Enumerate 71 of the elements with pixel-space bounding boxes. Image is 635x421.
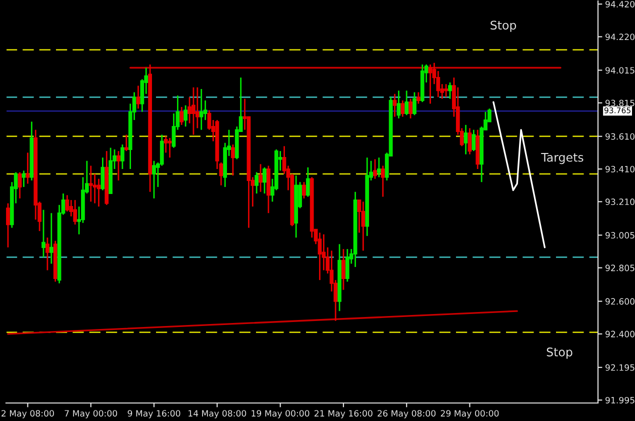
candlestick [258, 163, 262, 193]
y-tick-label: 93.210 [605, 198, 635, 206]
candlestick [188, 96, 192, 124]
annotation: Targets [541, 153, 584, 164]
candlestick [49, 212, 54, 264]
annotation: Stop [546, 348, 572, 359]
candlestick [199, 88, 204, 131]
y-tick-label: 91.995 [605, 396, 634, 404]
candlestick [164, 136, 168, 154]
candlestick [46, 236, 50, 271]
candlestick [373, 158, 377, 180]
candlestick [404, 90, 409, 116]
candlestick [184, 104, 188, 128]
candlestick [428, 64, 432, 104]
y-tick-label: 93.815 [605, 100, 634, 106]
x-tick-label: 7 May 00:00 [64, 410, 118, 418]
candlestick [180, 106, 184, 126]
candlestick [392, 93, 397, 118]
x-tick-label: 26 May 08:00 [378, 410, 436, 418]
candlestick [380, 165, 385, 198]
y-tick-label: 94.015 [605, 67, 634, 74]
candlestick [100, 156, 105, 191]
candlestick [416, 92, 420, 104]
candlestick [73, 199, 78, 226]
y-tick-label: 93.005 [605, 232, 634, 239]
x-tick-label: 21 May 16:00 [314, 410, 372, 418]
annotation: Stop [490, 20, 516, 32]
x-tick-label: 9 May 16:00 [128, 410, 180, 418]
candlestick [306, 166, 310, 198]
candlestick [412, 92, 416, 116]
candlestick [262, 166, 266, 194]
x-tick-label: 19 May 00:00 [252, 410, 310, 418]
candlestick [124, 134, 128, 152]
candlestick [318, 232, 322, 281]
candlestick [192, 86, 196, 136]
candlestick [345, 248, 350, 282]
candlestick [400, 100, 405, 118]
y-tick-label: 92.600 [605, 298, 635, 305]
candlestick [468, 127, 472, 156]
candlestick [120, 144, 124, 170]
candlestick [18, 172, 22, 200]
candlestick [377, 156, 381, 178]
candlestick [472, 129, 476, 152]
y-tick-label: 92.805 [605, 264, 634, 272]
candlestick [342, 248, 346, 291]
candlestick [302, 181, 306, 200]
candlestick [464, 124, 468, 156]
candlestick [361, 200, 366, 252]
candlestick [254, 172, 259, 194]
y-tick-label: 93.610 [605, 133, 635, 140]
y-tick-label: 94.220 [605, 34, 635, 40]
candlestick [448, 82, 452, 100]
candlestick [408, 98, 412, 120]
y-tick-label: 92.400 [605, 330, 635, 338]
candlestick [65, 194, 70, 212]
candlestick [152, 160, 156, 200]
y-tick-label: 92.195 [605, 364, 634, 371]
candlestick [444, 83, 448, 98]
candlestick [88, 165, 93, 202]
x-tick-label: 29 May 00:00 [440, 410, 499, 418]
x-tick-label: 14 May 08:00 [188, 410, 246, 418]
candlestick [116, 150, 120, 182]
candlestick [396, 90, 401, 120]
candlestick [42, 209, 46, 258]
candlestick [168, 137, 172, 158]
y-tick-label: 94.420 [605, 0, 635, 8]
candlestick [230, 144, 235, 176]
x-tick-label: 2 May 08:00 [2, 410, 54, 418]
y-tick-label: 93.410 [605, 166, 635, 172]
candlestick [136, 85, 140, 110]
candlestick [6, 202, 10, 248]
